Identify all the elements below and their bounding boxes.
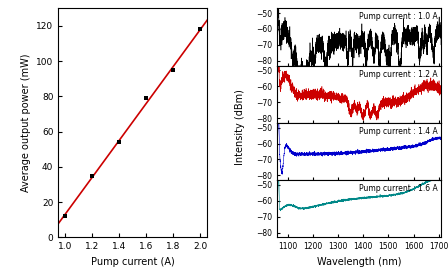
Text: Pump current : 1.4 A: Pump current : 1.4 A	[359, 127, 438, 136]
Text: Pump current : 1.2 A: Pump current : 1.2 A	[359, 70, 438, 79]
Text: Intensity (dBm): Intensity (dBm)	[235, 89, 245, 165]
Text: Pump current : 1.6 A: Pump current : 1.6 A	[359, 184, 438, 193]
X-axis label: Pump current (A): Pump current (A)	[91, 257, 175, 267]
Y-axis label: Average output power (mW): Average output power (mW)	[21, 54, 30, 192]
Text: Pump current : 1.0 A: Pump current : 1.0 A	[359, 12, 438, 21]
X-axis label: Wavelength (nm): Wavelength (nm)	[317, 257, 402, 267]
